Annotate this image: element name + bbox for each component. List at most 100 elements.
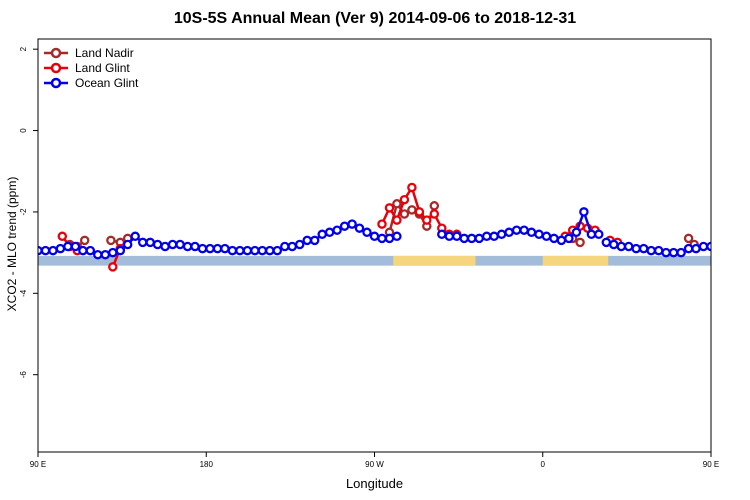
ocean-glint-point — [668, 247, 679, 258]
ocean-glint-point — [317, 229, 327, 240]
ocean-glint-point — [220, 243, 230, 254]
ocean-glint-point — [609, 239, 619, 250]
ocean-glint-point — [377, 233, 387, 244]
ocean-glint-point — [369, 231, 380, 242]
x-axis-label: Longitude — [345, 476, 404, 491]
ocean-glint-point — [444, 231, 455, 242]
ocean-glint-point — [519, 225, 529, 235]
ocean-glint-point — [85, 245, 96, 256]
land-glint-point — [377, 219, 387, 229]
ocean-glint-point — [280, 241, 290, 252]
land-band-segment — [542, 255, 609, 266]
ocean-glint-point — [265, 245, 275, 256]
land-glint-point — [399, 194, 410, 205]
ocean-glint-point — [257, 245, 268, 256]
ocean-band — [38, 255, 711, 266]
ocean-glint-point — [294, 239, 305, 250]
ocean-glint-point — [661, 247, 671, 258]
ocean-glint-point — [489, 231, 499, 242]
land-glint-point — [108, 262, 118, 272]
ocean-glint-point — [347, 219, 357, 229]
ocean-glint-point — [511, 225, 522, 235]
ocean-glint-point — [392, 231, 402, 242]
ocean-glint-point — [676, 247, 686, 258]
land-nadir-point — [407, 205, 417, 215]
chart-title: 10S-5S Annual Mean (Ver 9) 2014-09-06 to… — [173, 10, 577, 27]
ocean-glint-point — [504, 227, 514, 238]
ocean-glint-point — [70, 241, 81, 252]
ocean-glint-point — [182, 241, 193, 252]
ocean-glint-point — [242, 245, 253, 256]
ocean-glint-point — [541, 231, 552, 242]
ocean-glint-point — [115, 245, 126, 256]
ocean-glint-point — [152, 239, 163, 250]
y-tick-label: -4 — [19, 289, 28, 297]
y-tick-label: -6 — [19, 371, 28, 379]
legend-land-glint-label: Land Glint — [75, 61, 130, 75]
ocean-glint-point — [227, 245, 238, 256]
ocean-glint-point — [534, 229, 544, 240]
land-glint-point — [392, 215, 402, 225]
y-tick-label: -2 — [19, 208, 28, 216]
ocean-glint-point — [175, 239, 185, 250]
x-tick-label: 90 W — [365, 460, 384, 469]
ocean-glint-point — [354, 223, 365, 233]
ocean-glint-point — [272, 245, 283, 256]
ocean-glint-point — [324, 227, 335, 238]
ocean-glint-point — [190, 241, 200, 252]
ocean-glint-point — [601, 237, 612, 248]
ocean-glint-point — [287, 241, 297, 252]
ocean-glint-point — [40, 245, 51, 256]
ocean-glint-point — [459, 233, 469, 244]
land-nadir-point — [683, 233, 694, 244]
ocean-glint-point — [549, 233, 559, 244]
ocean-glint-point — [250, 245, 260, 256]
y-tick-label: 2 — [19, 46, 28, 51]
land-glint-point — [407, 182, 417, 193]
ocean-glint-point — [145, 237, 155, 248]
ocean-glint-point — [212, 243, 223, 254]
legend-land-glint-marker — [50, 62, 62, 74]
ocean-glint-point — [466, 233, 477, 244]
ocean-glint-point — [332, 225, 342, 235]
ocean-glint-point — [579, 207, 589, 217]
ocean-glint-point — [137, 237, 148, 248]
ocean-glint-point — [309, 235, 320, 246]
x-tick-label: 90 E — [703, 460, 719, 469]
legend-land-nadir-label: Land Nadir — [75, 46, 134, 60]
ocean-glint-point — [339, 221, 350, 231]
x-tick-label: 0 — [541, 460, 546, 469]
land-glint-point — [414, 207, 425, 217]
ocean-glint-point — [638, 243, 649, 254]
ocean-glint-point — [706, 241, 711, 252]
land-glint-point — [422, 215, 432, 225]
ocean-glint-point — [130, 231, 140, 242]
ocean-glint-point — [571, 227, 582, 238]
ocean-glint-point — [646, 245, 656, 256]
ocean-glint-point — [302, 235, 312, 246]
ocean-glint-point — [63, 241, 73, 252]
land-nadir-point — [79, 235, 90, 246]
legend-land-nadir-marker — [50, 47, 62, 59]
ocean-glint-point — [526, 227, 537, 238]
ocean-glint-point — [452, 231, 462, 242]
land-glint-point — [429, 209, 440, 219]
land-nadir-point — [392, 199, 402, 209]
ocean-glint-point — [564, 233, 574, 244]
land-nadir-point — [429, 201, 440, 211]
ocean-glint-point — [205, 243, 215, 254]
ocean-glint-point — [653, 245, 664, 256]
ocean-glint-point — [481, 231, 492, 242]
ocean-glint-point — [55, 243, 66, 254]
ocean-glint-point — [698, 241, 709, 252]
ocean-glint-point — [616, 241, 627, 252]
ocean-glint-point — [48, 245, 58, 256]
ocean-glint-point — [586, 229, 597, 240]
y-tick-label: 0 — [19, 128, 28, 133]
legend-ocean-glint-marker — [50, 77, 62, 89]
x-tick-label: 180 — [200, 460, 214, 469]
ocean-glint-point — [100, 249, 111, 260]
ocean-glint-point — [160, 241, 170, 252]
